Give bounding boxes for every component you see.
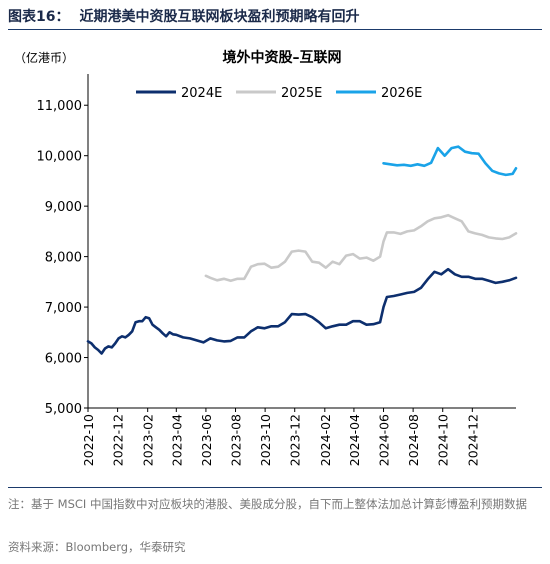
y-tick-label: 8,000: [45, 251, 82, 266]
figure-title-text: 近期港美中资股互联网板块盈利预期略有回升: [79, 9, 360, 25]
y-tick-label: 6,000: [45, 352, 82, 367]
x-tick-label: 2024-08: [406, 414, 421, 466]
x-tick-label: 2023-12: [288, 414, 303, 466]
x-tick-label: 2024-10: [436, 414, 451, 466]
legend-label-2026E: 2026E: [381, 86, 422, 101]
legend-label-2024E: 2024E: [181, 86, 222, 101]
note-divider: [8, 487, 542, 488]
series-line-2025E: [204, 213, 518, 283]
y-tick-label: 9,000: [45, 200, 82, 215]
figure-note: 注：基于 MSCI 中国指数中对应板块的港股、美股成分股，自下而上整体法加总计算…: [8, 497, 527, 511]
series-line-2026E: [382, 145, 518, 177]
title-divider: [8, 29, 542, 30]
x-tick-label: 2022-10: [81, 414, 96, 466]
line-chart: 境外中资股–互联网 （亿港币） 5,000 6,000 7,000 8,000 9,000 1…: [14, 49, 518, 466]
figure-number: 图表16：: [8, 9, 70, 25]
y-tick-label: 11,000: [37, 99, 83, 114]
figure-title: 图表16： 近期港美中资股互联网板块盈利预期略有回升: [8, 6, 359, 26]
x-tick-label: 2024-02: [318, 414, 333, 466]
x-tick-label: 2023-10: [258, 414, 273, 466]
x-tick-label: 2024-12: [465, 414, 480, 466]
x-tick-label: 2023-02: [141, 414, 156, 466]
y-tick-label: 5,000: [45, 402, 82, 417]
series-line-2024E: [86, 267, 518, 355]
x-tick-label: 2024-04: [347, 414, 362, 466]
x-tick-label: 2024-06: [377, 414, 392, 466]
x-tick-label: 2023-08: [229, 414, 244, 466]
x-tick-label: 2023-06: [199, 414, 214, 466]
x-tick-label: 2023-04: [169, 414, 184, 466]
chart-title: 境外中资股–互联网: [223, 49, 342, 66]
y-unit-label: （亿港币）: [14, 50, 74, 65]
x-tick-label: 2022-12: [111, 414, 126, 466]
y-tick-label: 10,000: [37, 150, 83, 165]
legend-label-2025E: 2025E: [281, 86, 322, 101]
figure-source: 资料来源：Bloomberg，华泰研究: [8, 540, 186, 554]
y-tick-label: 7,000: [45, 301, 82, 316]
